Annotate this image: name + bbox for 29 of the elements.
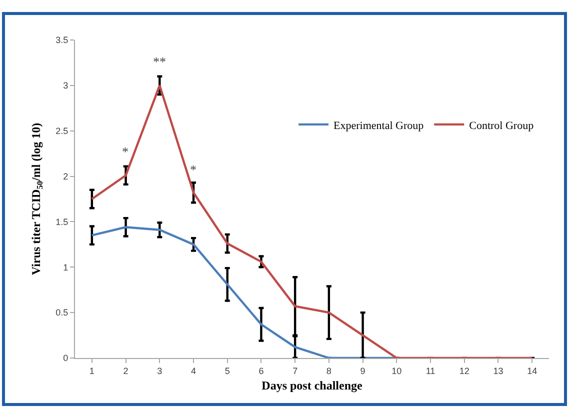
x-tick-label: 4: [190, 366, 196, 376]
x-tick-label: 9: [360, 366, 366, 376]
legend-label: Experimental Group: [334, 120, 424, 132]
x-tick-label: 5: [224, 366, 230, 376]
y-tick-label: 2.5: [56, 126, 68, 136]
x-tick-label: 14: [527, 366, 538, 376]
x-tick-label: 10: [392, 366, 402, 376]
x-tick-label: 11: [426, 366, 436, 376]
y-tick-label: 3.5: [56, 35, 68, 46]
legend-label: Control Group: [469, 120, 534, 132]
x-tick-label: 13: [493, 366, 504, 376]
x-tick-label: 12: [459, 366, 470, 376]
line-series: [90, 84, 534, 358]
y-tick-label: 0.5: [56, 308, 68, 318]
y-tick-label: 1: [63, 262, 68, 272]
annotation: *: [122, 144, 128, 159]
x-tick-label: 7: [292, 366, 298, 376]
y-tick-label: 1.5: [56, 216, 68, 227]
annotation: **: [153, 54, 166, 69]
x-tick-label: 6: [258, 366, 264, 376]
x-tick-label: 2: [123, 366, 128, 376]
y-tick-label: 0: [63, 353, 68, 364]
x-axis-title: Days post challenge: [262, 378, 364, 393]
x-tick-label: 1: [89, 366, 94, 376]
x-tick-label: 8: [326, 366, 332, 376]
y-tick-label: 3: [63, 80, 68, 91]
x-tick-label: 3: [157, 366, 162, 376]
y-tick-label: 2: [63, 171, 68, 182]
annotation: *: [190, 162, 196, 177]
